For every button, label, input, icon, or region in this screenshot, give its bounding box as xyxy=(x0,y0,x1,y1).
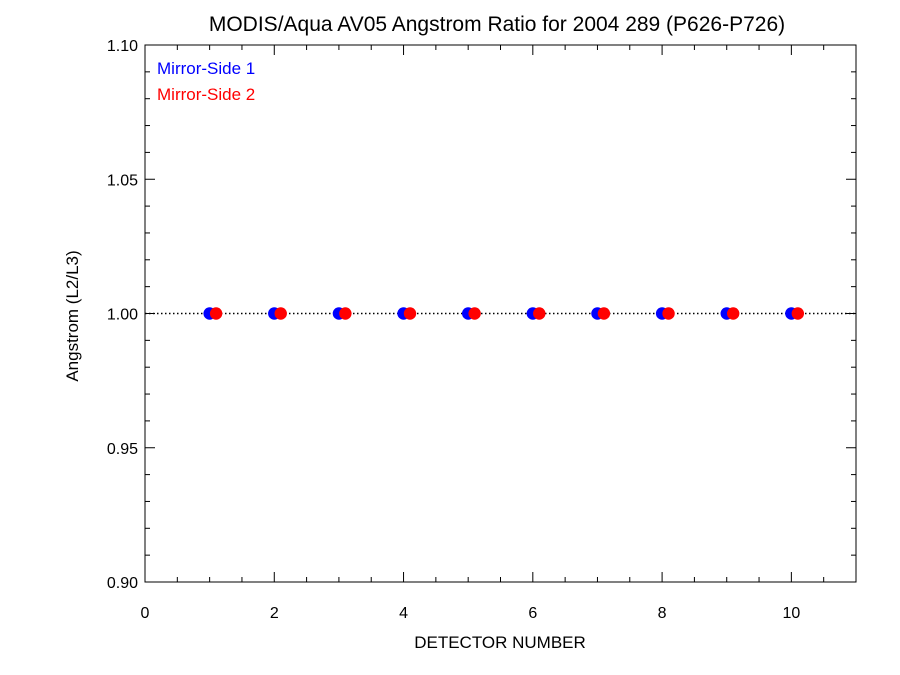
data-point-series-2 xyxy=(339,307,352,320)
data-point-series-2 xyxy=(533,307,546,320)
x-tick-label: 10 xyxy=(782,605,800,622)
y-tick-label: 1.05 xyxy=(107,172,138,189)
x-tick-label: 4 xyxy=(399,605,408,622)
data-point-series-2 xyxy=(274,307,287,320)
legend-entry: Mirror-Side 2 xyxy=(157,85,255,104)
y-tick-label: 1.00 xyxy=(107,307,138,324)
data-point-series-2 xyxy=(209,307,223,320)
data-point-series-2 xyxy=(726,307,740,320)
data-point-series-2 xyxy=(468,307,481,320)
x-tick-label: 2 xyxy=(270,605,279,622)
x-tick-label: 6 xyxy=(528,605,537,622)
y-tick-label: 1.10 xyxy=(107,38,138,55)
data-point-series-2 xyxy=(403,307,417,320)
x-tick-label: 0 xyxy=(141,605,150,622)
y-axis-label: Angstrom (L2/L3) xyxy=(63,250,82,381)
legend-entry: Mirror-Side 1 xyxy=(157,59,255,78)
data-point-series-2 xyxy=(662,307,675,320)
x-axis-label: DETECTOR NUMBER xyxy=(414,633,586,652)
y-tick-label: 0.95 xyxy=(107,441,138,458)
y-tick-label: 0.90 xyxy=(107,575,138,592)
chart-title: MODIS/Aqua AV05 Angstrom Ratio for 2004 … xyxy=(209,13,785,36)
data-point-series-2 xyxy=(791,307,805,320)
data-point-series-2 xyxy=(597,307,611,320)
x-tick-label: 8 xyxy=(658,605,667,622)
